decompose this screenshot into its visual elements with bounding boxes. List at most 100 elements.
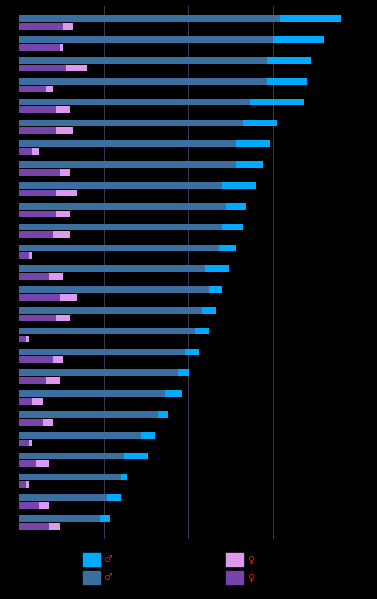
Bar — [19, 515, 100, 522]
Bar — [236, 161, 263, 168]
Bar — [202, 307, 216, 314]
Bar — [29, 440, 32, 446]
Bar — [178, 370, 188, 376]
Bar — [19, 161, 236, 168]
Bar — [158, 411, 168, 418]
Bar — [19, 120, 243, 126]
Bar — [56, 128, 73, 134]
Bar — [56, 314, 70, 322]
Bar — [222, 223, 243, 231]
Bar — [219, 244, 236, 251]
Bar — [19, 349, 185, 355]
Text: ♂: ♂ — [104, 555, 112, 564]
Bar — [19, 182, 222, 189]
Text: ♀: ♀ — [247, 555, 254, 564]
Bar — [32, 148, 39, 155]
Bar — [19, 523, 49, 530]
Bar — [19, 273, 49, 280]
Bar — [195, 328, 209, 334]
Bar — [19, 99, 250, 105]
Text: ♀: ♀ — [247, 573, 254, 582]
Bar — [205, 265, 229, 272]
Bar — [19, 314, 56, 322]
Bar — [60, 44, 63, 51]
Bar — [19, 211, 56, 217]
Bar — [19, 244, 219, 251]
Bar — [19, 307, 202, 314]
Bar — [19, 377, 46, 384]
Bar — [226, 203, 246, 210]
Bar — [19, 328, 195, 334]
Bar — [53, 356, 63, 363]
Bar — [19, 411, 158, 418]
Bar — [56, 211, 70, 217]
Bar — [19, 453, 124, 459]
Bar — [19, 474, 121, 480]
Bar — [19, 190, 56, 196]
Bar — [60, 294, 77, 301]
Bar — [19, 482, 26, 488]
Bar — [107, 494, 121, 501]
Bar — [124, 453, 148, 459]
Bar — [39, 502, 49, 509]
Bar — [19, 37, 273, 43]
Bar — [19, 78, 267, 84]
Bar — [19, 294, 60, 301]
Bar — [185, 349, 199, 355]
Bar — [46, 86, 53, 92]
Text: ♂: ♂ — [104, 573, 112, 582]
Bar — [19, 65, 66, 71]
Bar — [19, 203, 226, 210]
Bar — [19, 502, 39, 509]
Bar — [243, 120, 277, 126]
Bar — [19, 128, 56, 134]
Bar — [280, 16, 341, 22]
Bar — [46, 377, 60, 384]
Bar — [19, 231, 53, 238]
Bar — [26, 482, 29, 488]
Bar — [19, 335, 26, 342]
Bar — [19, 23, 63, 30]
Bar — [121, 474, 127, 480]
Bar — [19, 356, 53, 363]
Bar — [19, 432, 141, 438]
Bar — [56, 190, 77, 196]
Bar — [19, 86, 46, 92]
Bar — [56, 107, 70, 113]
Bar — [273, 37, 324, 43]
Bar — [19, 16, 280, 22]
Bar — [43, 419, 53, 425]
Bar — [19, 107, 56, 113]
Bar — [60, 169, 70, 176]
Bar — [165, 391, 182, 397]
Bar — [19, 223, 222, 231]
Bar — [19, 286, 209, 293]
Bar — [63, 23, 73, 30]
Bar — [49, 523, 60, 530]
Bar — [19, 440, 29, 446]
Bar — [100, 515, 110, 522]
Bar — [236, 140, 270, 147]
Bar — [36, 461, 49, 467]
Bar — [19, 252, 29, 259]
Bar — [19, 148, 32, 155]
Bar — [19, 140, 236, 147]
Bar — [19, 57, 267, 63]
Bar — [19, 494, 107, 501]
Bar — [19, 44, 60, 51]
Bar — [32, 398, 43, 405]
Bar — [19, 461, 36, 467]
Bar — [19, 265, 205, 272]
Bar — [19, 398, 32, 405]
Bar — [222, 182, 256, 189]
Bar — [19, 391, 165, 397]
Bar — [209, 286, 222, 293]
Bar — [19, 169, 60, 176]
Bar — [19, 370, 178, 376]
Bar — [49, 273, 63, 280]
Bar — [26, 335, 29, 342]
Bar — [267, 57, 311, 63]
Bar — [141, 432, 155, 438]
Bar — [267, 78, 307, 84]
Bar — [29, 252, 32, 259]
